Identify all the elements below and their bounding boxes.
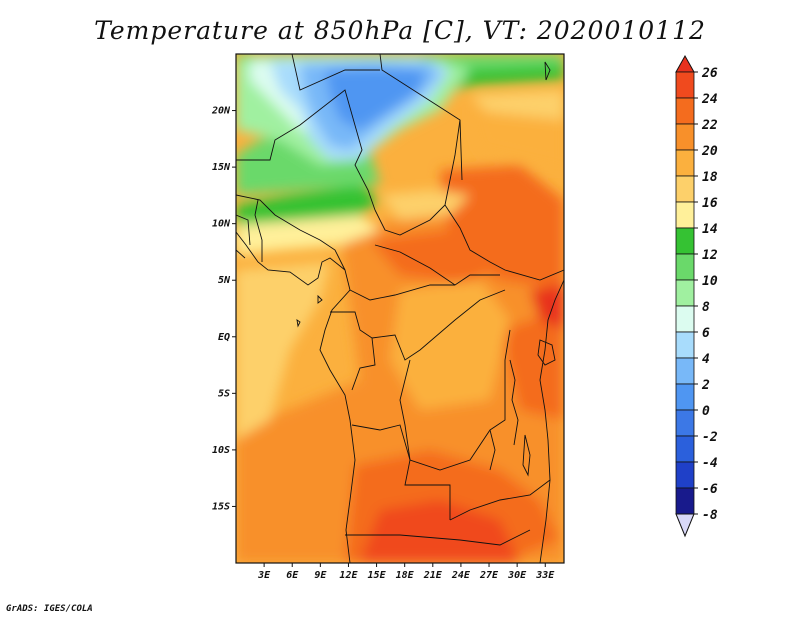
colorbar-label: 10 <box>702 274 718 289</box>
colorbar-swatch <box>675 123 695 151</box>
colorbar-label: -4 <box>702 456 718 471</box>
colorbar-swatch <box>675 279 695 307</box>
colorbar-swatch <box>675 461 695 489</box>
colorbar-swatch <box>675 435 695 463</box>
colorbar-swatch <box>675 149 695 177</box>
colorbar-label: 6 <box>702 326 710 341</box>
colorbar-top-arrow <box>675 54 695 73</box>
lon-tick-label: 12E <box>339 570 358 581</box>
lat-tick-label: 15S <box>212 501 230 512</box>
lat-tick-label: EQ <box>218 332 230 343</box>
country-borders <box>236 54 564 563</box>
colorbar-swatch <box>675 487 695 515</box>
colorbar-label: 26 <box>701 66 718 81</box>
latitude-axis: 20N 15N 10N 5N EQ 5S 10S 15S <box>211 106 236 512</box>
map-frame <box>235 53 565 564</box>
lon-tick-label: 24E <box>451 570 471 581</box>
lon-tick-label: 9E <box>314 570 327 581</box>
colorbar-label: 16 <box>702 196 718 211</box>
lon-tick-label: 33E <box>535 570 555 581</box>
colorbar-swatch <box>675 253 695 281</box>
grads-credit: GrADS: IGES/COLA <box>6 604 93 614</box>
colorbar-swatch <box>675 409 695 437</box>
colorbar-swatch <box>675 227 695 255</box>
lon-tick-label: 30E <box>507 570 527 581</box>
colorbar-label: 8 <box>702 300 710 315</box>
colorbar-bottom-arrow <box>675 513 695 538</box>
colorbar-label: 18 <box>702 170 718 185</box>
lon-tick-label: 6E <box>286 570 299 581</box>
colorbar-swatch <box>675 175 695 203</box>
colorbar-swatch <box>675 97 695 125</box>
colorbar-label: -2 <box>702 430 718 445</box>
lon-tick-label: 3E <box>257 570 271 581</box>
lon-tick-label: 18E <box>396 570 415 581</box>
lat-tick-label: 5S <box>218 388 230 399</box>
colorbar-label: 14 <box>702 222 718 237</box>
longitude-axis: 3E 6E 9E 12E 15E 18E 21E 24E 27E 30E 33E <box>257 563 555 581</box>
lat-tick-label: 5N <box>218 275 231 286</box>
lat-tick-label: 10N <box>212 219 231 230</box>
lat-tick-label: 15N <box>212 162 231 173</box>
colorbar-swatch <box>675 357 695 385</box>
colorbar-label: 4 <box>702 352 710 367</box>
colorbar-label: 22 <box>701 118 718 133</box>
lat-tick-label: 10S <box>212 445 230 456</box>
lon-tick-label: 21E <box>423 570 443 581</box>
map-title: Temperature at 850hPa [C], VT: 202001011… <box>94 16 706 45</box>
colorbar-label: 0 <box>702 404 710 419</box>
colorbar-label: 20 <box>701 144 718 159</box>
colorbar-swatch <box>675 71 695 99</box>
lon-tick-label: 27E <box>479 570 499 581</box>
colorbar-label: -6 <box>702 482 718 497</box>
colorbar-label: -8 <box>702 508 718 523</box>
colorbar-label: 24 <box>701 92 718 107</box>
colorbar-swatch <box>675 383 695 411</box>
lon-tick-label: 15E <box>368 570 387 581</box>
colorbar-swatch <box>675 305 695 333</box>
colorbar-label: 2 <box>701 378 710 393</box>
colorbar-swatch <box>675 201 695 229</box>
temperature-field <box>236 54 564 563</box>
colorbar-swatch <box>675 331 695 359</box>
colorbar-label: 12 <box>702 248 718 263</box>
lat-tick-label: 20N <box>211 106 231 117</box>
